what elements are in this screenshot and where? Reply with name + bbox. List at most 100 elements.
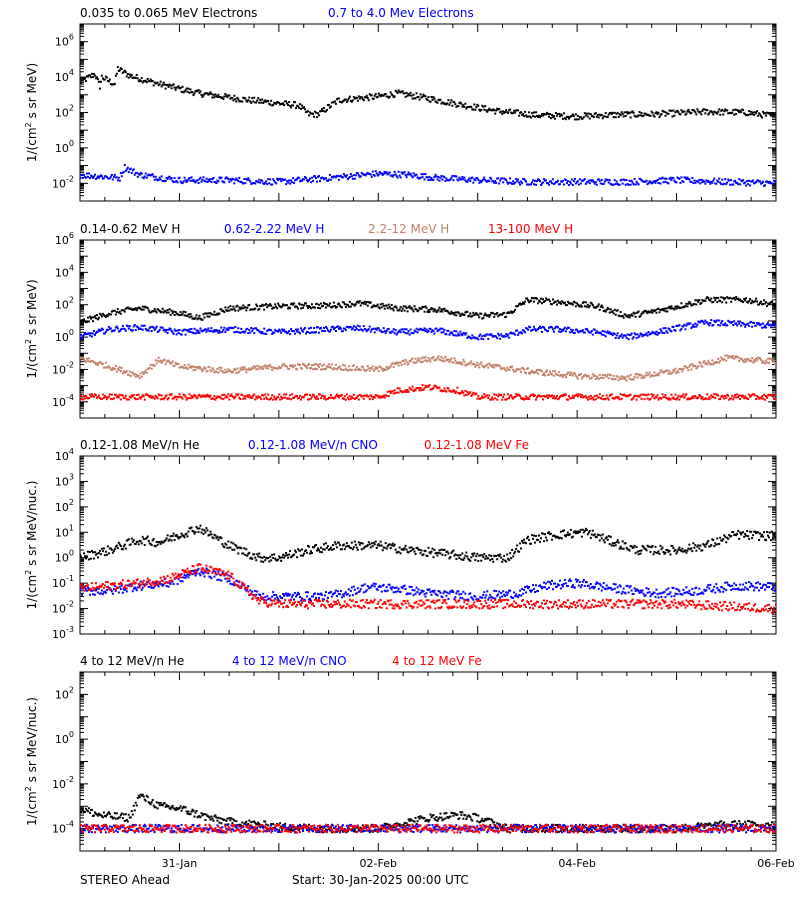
data-point <box>733 357 736 360</box>
data-point <box>122 370 125 373</box>
data-point <box>589 394 592 397</box>
data-point <box>598 393 601 396</box>
data-point <box>635 337 638 340</box>
data-point <box>665 307 668 310</box>
data-point <box>189 365 192 368</box>
data-point <box>703 322 706 325</box>
data-point <box>118 366 121 369</box>
data-point <box>639 373 642 376</box>
data-point <box>394 329 397 332</box>
data-point <box>253 332 256 335</box>
data-point <box>333 304 336 307</box>
data-point <box>421 384 424 387</box>
data-point <box>220 176 223 179</box>
data-point <box>668 370 671 373</box>
data-point <box>367 367 370 370</box>
series-points <box>80 319 776 341</box>
data-point <box>484 395 487 398</box>
data-point <box>362 325 365 328</box>
data-point <box>367 328 370 331</box>
data-point <box>130 74 133 77</box>
data-point <box>590 302 593 305</box>
data-point <box>226 396 229 399</box>
data-point <box>677 394 680 397</box>
data-point <box>605 375 608 378</box>
data-point <box>95 552 98 555</box>
data-point <box>176 181 179 184</box>
data-point <box>318 307 321 310</box>
data-point <box>313 367 316 370</box>
data-point <box>207 312 210 315</box>
data-point <box>297 307 300 310</box>
data-point <box>324 177 327 180</box>
data-point <box>343 364 346 367</box>
data-point <box>560 114 563 117</box>
data-point <box>147 394 150 397</box>
data-point <box>172 181 175 184</box>
data-point <box>331 305 334 308</box>
data-point <box>424 330 427 333</box>
data-point <box>534 394 537 397</box>
data-point <box>551 116 554 119</box>
data-point <box>725 182 728 185</box>
data-point <box>469 312 472 315</box>
data-point <box>386 390 389 393</box>
data-point <box>135 373 138 376</box>
data-point <box>601 117 604 120</box>
data-point <box>474 108 477 111</box>
y-axis-title: 1/(cm2 s sr MeV) <box>24 279 39 378</box>
data-point <box>174 88 177 91</box>
data-point <box>281 328 284 331</box>
data-point <box>124 71 127 74</box>
data-point <box>618 398 621 401</box>
data-point <box>273 179 276 182</box>
data-point <box>109 397 112 400</box>
data-point <box>185 87 188 90</box>
data-point <box>615 396 618 399</box>
data-point <box>712 113 715 116</box>
data-point <box>454 103 457 106</box>
data-point <box>673 179 676 182</box>
data-point <box>697 110 700 113</box>
data-point <box>275 398 278 401</box>
data-point <box>237 98 240 101</box>
data-point <box>95 314 98 317</box>
data-point <box>116 308 119 311</box>
data-point <box>584 182 587 185</box>
data-point <box>529 395 532 398</box>
data-point <box>264 393 267 396</box>
data-point <box>354 368 357 371</box>
data-point <box>515 369 518 372</box>
data-point <box>682 367 685 370</box>
data-point <box>465 332 468 335</box>
data-point <box>621 336 624 339</box>
data-point <box>273 395 276 398</box>
data-point <box>225 395 228 398</box>
data-point <box>123 69 126 72</box>
data-point <box>573 177 576 180</box>
data-point <box>758 397 761 400</box>
data-point <box>393 95 396 98</box>
data-point <box>500 394 503 397</box>
data-point <box>496 337 499 340</box>
data-point <box>298 176 301 179</box>
data-point <box>407 171 410 174</box>
data-point <box>656 373 659 376</box>
data-point <box>339 174 342 177</box>
data-point <box>377 370 380 373</box>
data-point <box>579 304 582 307</box>
data-point <box>498 107 501 110</box>
data-point <box>250 101 253 104</box>
data-point <box>105 553 108 556</box>
data-point <box>143 175 146 178</box>
data-point <box>579 182 582 185</box>
data-point <box>159 359 162 362</box>
data-point <box>96 318 99 321</box>
data-point <box>93 315 96 318</box>
data-point <box>514 370 517 373</box>
data-point <box>315 116 318 119</box>
data-point <box>229 369 232 372</box>
data-point <box>621 112 624 115</box>
data-point <box>387 327 390 330</box>
data-point <box>397 391 400 394</box>
